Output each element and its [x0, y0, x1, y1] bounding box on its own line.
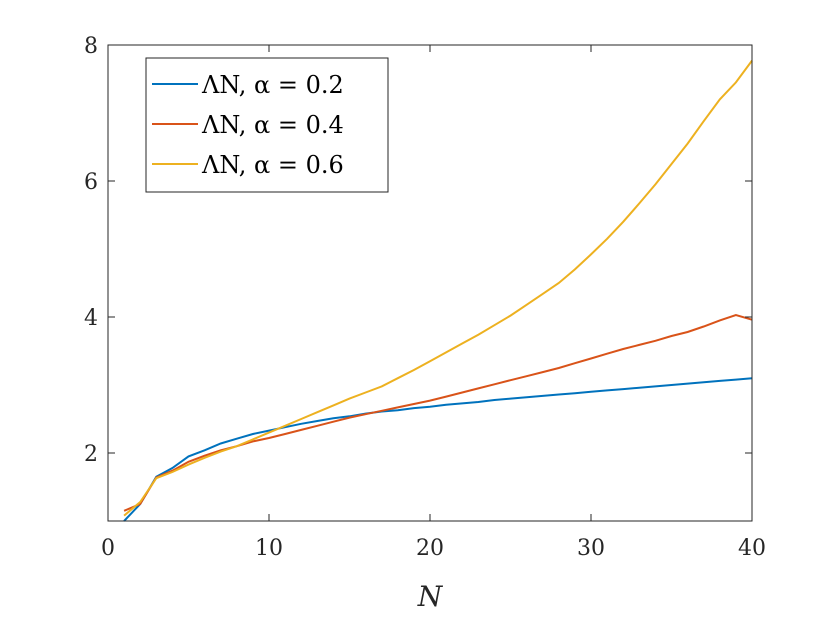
series-line-1 — [123, 377, 753, 522]
x-tick-label: 10 — [255, 536, 283, 561]
x-tick-label: 40 — [738, 536, 766, 561]
y-tick-label: 6 — [84, 170, 98, 195]
legend-label-3: ΛN, α = 0.6 — [201, 151, 344, 179]
legend: ΛN, α = 0.2 ΛN, α = 0.4 ΛN, α = 0.6 — [145, 57, 389, 193]
x-tick-label: 20 — [416, 536, 444, 561]
y-tick-label: 4 — [84, 306, 98, 331]
y-tick-label: 2 — [84, 442, 98, 467]
x-tick-label: 0 — [101, 536, 115, 561]
legend-label-2: ΛN, α = 0.4 — [201, 111, 344, 139]
legend-label-1: ΛN, α = 0.2 — [201, 71, 344, 99]
x-axis-label: N — [417, 580, 444, 613]
x-tick-label: 30 — [577, 536, 605, 561]
y-tick-label: 8 — [84, 34, 98, 59]
series-line-3 — [123, 60, 753, 517]
axes-layer: 0 10 20 30 40 2 4 6 8 — [84, 34, 766, 561]
series-layer — [123, 60, 753, 522]
